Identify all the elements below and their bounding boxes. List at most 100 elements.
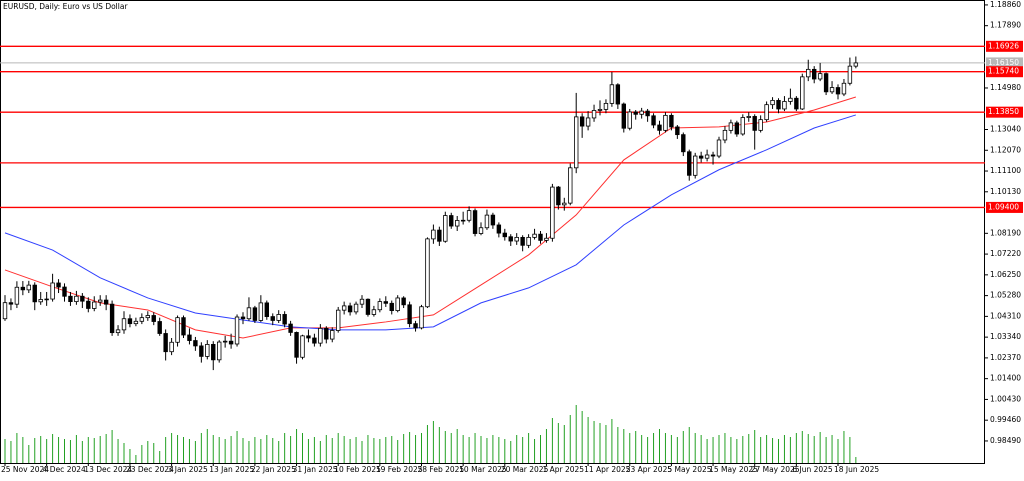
candle-body [38, 299, 43, 303]
candle-body [609, 84, 615, 104]
y-tick-label: 0.98490 [990, 436, 1021, 445]
candle-body [68, 295, 73, 303]
candle-body [681, 134, 686, 153]
candle-body [704, 154, 710, 159]
candle-body [240, 316, 246, 320]
candle-body [746, 116, 751, 118]
y-tick-label: 1.10130 [990, 187, 1021, 196]
y-tick-label: 1.08190 [990, 228, 1021, 237]
candle-body [92, 301, 97, 309]
candle-body [437, 229, 442, 242]
candle-body [829, 87, 835, 93]
candle-body [591, 110, 597, 119]
candle-body [669, 114, 674, 128]
candle-body [14, 286, 20, 305]
candle-body [407, 304, 412, 325]
x-tick-label: 11 Apr 2025 [584, 465, 631, 474]
candle-body [794, 97, 799, 110]
candle-body [835, 87, 841, 95]
x-tick-label: 23 Apr 2025 [626, 465, 673, 474]
candle-body [502, 232, 507, 238]
y-tick-label: 1.05280 [990, 291, 1021, 300]
candle-body [377, 301, 383, 311]
candle-body [520, 236, 525, 246]
candle-body [276, 314, 281, 321]
candle-body [579, 116, 585, 127]
candle-body [770, 99, 775, 106]
y-tick-label: 1.01400 [990, 374, 1021, 383]
candle-body [526, 236, 531, 246]
x-tick-label: 4 Dec 2024 [43, 465, 86, 474]
candle-body [550, 186, 555, 239]
candle-body [734, 122, 740, 135]
y-tick-label: 1.07220 [990, 249, 1021, 258]
candle-body [282, 314, 287, 325]
x-tick-label: 10 Mar 2025 [459, 465, 507, 474]
candle-body [817, 73, 823, 80]
x-tick-label: 23 Dec 2024 [126, 465, 174, 474]
candle-body [264, 302, 269, 317]
candle-body [776, 99, 781, 110]
candle-body [800, 76, 805, 110]
candle-body [318, 327, 323, 344]
candle-body [443, 215, 448, 242]
candle-body [56, 282, 61, 288]
candle-body [234, 316, 240, 345]
x-tick-label: 15 May 2025 [709, 465, 758, 474]
candle-body [615, 84, 621, 105]
candle-body [478, 227, 484, 234]
level-label: 1.16926 [988, 41, 1019, 50]
candle-body [306, 335, 311, 339]
y-tick-label: 1.06250 [990, 270, 1021, 279]
candle-body [2, 302, 8, 320]
candle-body [347, 305, 353, 313]
candle-body [431, 229, 436, 240]
level-label: 1.09400 [988, 202, 1019, 211]
candle-body [788, 97, 793, 102]
candle-body [80, 295, 85, 302]
candle-body [222, 340, 228, 343]
candle-body [163, 333, 168, 353]
level-label-box [986, 201, 1023, 213]
candle-body [20, 286, 26, 291]
candle-body [288, 323, 293, 333]
candle-body [574, 116, 579, 169]
candle-body [603, 102, 609, 110]
x-tick-label: 18 Jun 2025 [834, 465, 879, 474]
candle-body [657, 124, 662, 131]
candle-body [466, 210, 472, 221]
candle-body [50, 282, 55, 300]
x-tick-label: 19 Feb 2025 [376, 465, 423, 474]
candle-body [365, 298, 371, 315]
candle-body [687, 151, 692, 176]
x-tick-label: 13 Dec 2024 [84, 465, 132, 474]
candle-body [764, 104, 769, 121]
x-tick-label: 10 Feb 2025 [334, 465, 381, 474]
candle-body [425, 238, 430, 308]
candle-body [663, 114, 668, 131]
candle-body [121, 318, 127, 331]
candle-body [722, 129, 728, 141]
candle-body [538, 233, 543, 241]
candle-body [258, 302, 264, 321]
candle-body [568, 167, 573, 204]
candle-body [145, 315, 150, 319]
candle-body [484, 214, 490, 229]
candle-body [401, 297, 406, 306]
x-tick-label: 27 May 2025 [751, 465, 800, 474]
chart-title: EURUSD, Daily: Euro vs US Dollar [3, 2, 128, 11]
moving-average [4, 114, 856, 331]
candle-body [698, 155, 704, 159]
level-label-box [986, 40, 1023, 52]
x-tick-label: 1 Apr 2025 [542, 465, 584, 474]
candle-body [823, 73, 829, 93]
candle-body [556, 186, 561, 206]
candle-body [26, 284, 31, 291]
candle-body [74, 295, 79, 303]
current-price-box [986, 57, 1023, 69]
candle-body [812, 68, 817, 80]
candle-body [98, 299, 103, 303]
candle-body [847, 65, 853, 84]
candle-body [175, 317, 180, 343]
